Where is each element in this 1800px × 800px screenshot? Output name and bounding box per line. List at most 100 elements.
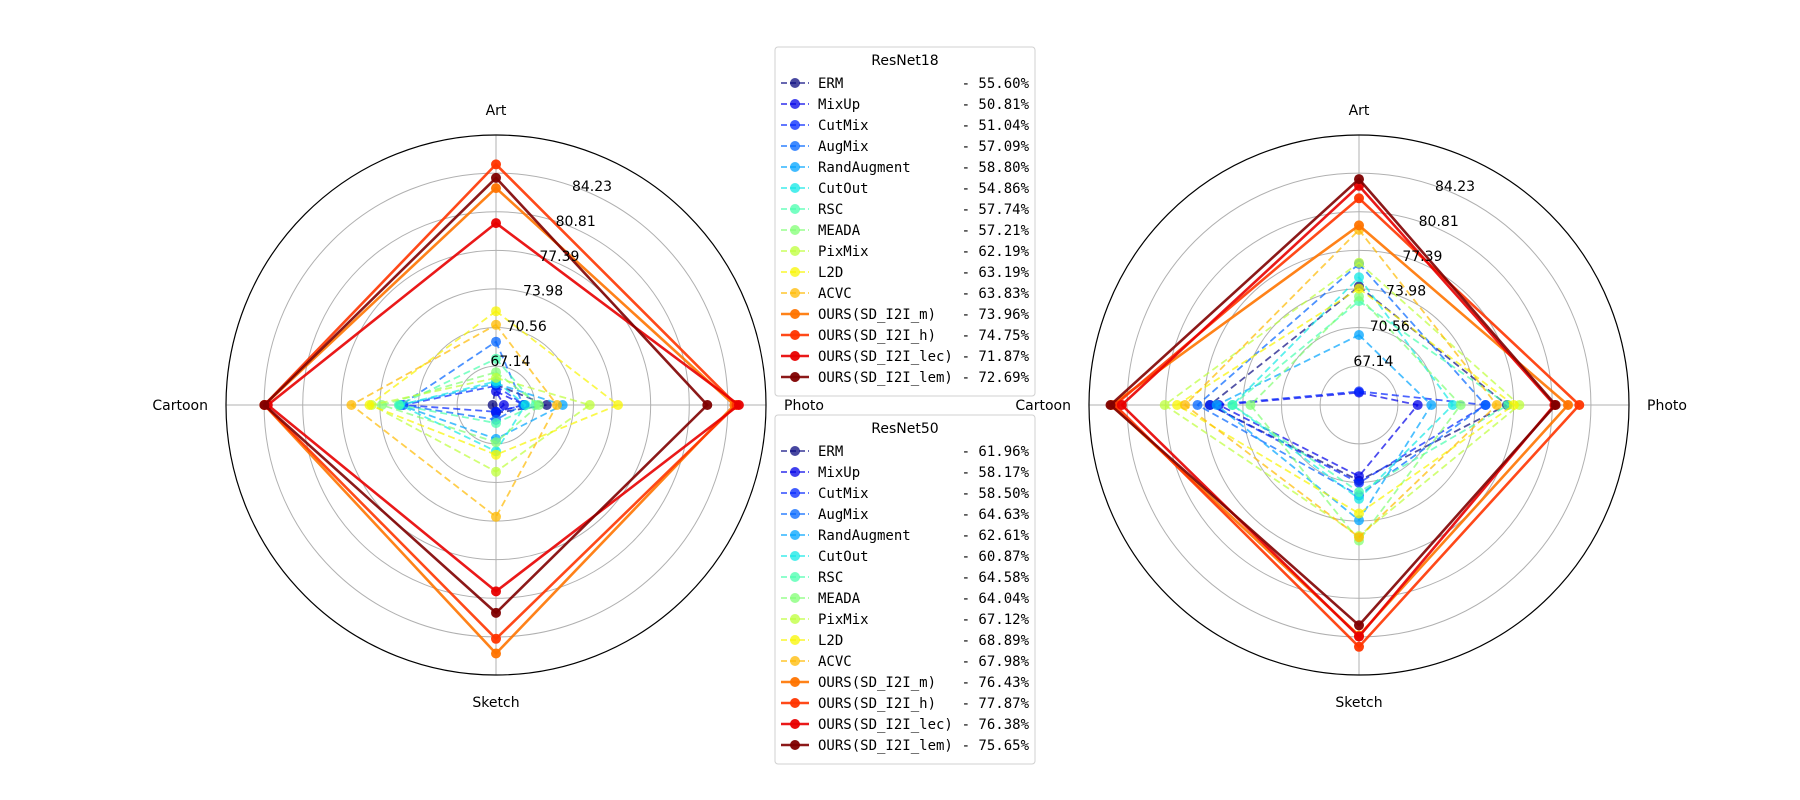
legend-entry-name: OURS(SD_I2I_lem) [818, 370, 953, 386]
series-point-randaugment-cartoon [1211, 400, 1222, 410]
series-point-rsc-art [491, 353, 501, 364]
legend-entry-name: OURS(SD_I2I_m) [818, 307, 936, 323]
legend-entry-name: ACVC [818, 286, 852, 302]
radial-tick-label: 70.56 [507, 319, 547, 335]
series-line-meada [1249, 295, 1462, 542]
legend-entry-value: - 62.19% [962, 244, 1030, 260]
series-line-l2d [1176, 287, 1515, 515]
series-point-ours-sd-i2i-lec-sketch [491, 586, 501, 597]
legend-entry-value: - 57.74% [962, 202, 1030, 218]
legend-entry-value: - 76.38% [962, 717, 1030, 733]
legend-entry-value: - 77.87% [962, 696, 1030, 712]
series-point-l2d-cartoon [364, 400, 375, 410]
series-line-cutmix [402, 384, 526, 413]
series-point-ours-sd-i2i-lem-photo [1550, 400, 1561, 410]
series-point-rsc-cartoon [1227, 400, 1238, 410]
axis-label-sketch: Sketch [472, 695, 519, 711]
legend-swatch-marker [790, 99, 800, 109]
legend-entry-name: L2D [818, 633, 843, 649]
radial-tick-label: 77.39 [539, 249, 579, 265]
radial-tick-label: 67.14 [1353, 354, 1393, 370]
axis-label-photo: Photo [1647, 398, 1687, 414]
series-point-ours-sd-i2i-h-art [1354, 193, 1364, 204]
series-line-pixmix [370, 376, 591, 473]
legend-box [774, 414, 1036, 765]
legend-swatch-marker [790, 698, 800, 708]
radar-chart-resnet18: 67.14 70.56 73.98 77.39 80.81 84.23 Art Photo Sk… [152, 103, 824, 711]
series-point-ours-sd-i2i-lem-cartoon [259, 400, 270, 410]
series-point-pixmix-art [491, 372, 501, 383]
outer-spine [225, 134, 767, 676]
legend-entry-value: - 64.63% [962, 507, 1030, 523]
series-point-ours-sd-i2i-lem-photo [702, 400, 713, 410]
legend-entry-value: - 62.61% [962, 528, 1030, 544]
axis-label-art: Art [486, 103, 507, 119]
legend-entry-name: OURS(SD_I2I_lem) [818, 738, 953, 754]
legend-swatch-marker [790, 288, 800, 298]
legend-entry-name: ACVC [818, 654, 852, 670]
series-point-randaugment-art [1354, 330, 1364, 340]
legend-entry-name: OURS(SD_I2I_lec) [818, 349, 953, 365]
legend-swatch-marker [790, 656, 800, 666]
series-point-rsc-sketch [491, 418, 501, 429]
series-point-ours-sd-i2i-lec-sketch [1354, 631, 1364, 642]
series-point-meada-art [1354, 291, 1364, 302]
legend-swatch-marker [790, 740, 800, 750]
legend-swatch-marker [790, 204, 800, 214]
outer-spine [1088, 134, 1630, 676]
legend-entry-name: RSC [818, 202, 843, 218]
legend-swatch-marker [790, 141, 800, 151]
series-point-pixmix-photo [584, 400, 595, 410]
series-point-meada-sketch [491, 437, 501, 448]
series-point-pixmix-cartoon [1159, 400, 1170, 410]
axis-label-sketch: Sketch [1335, 695, 1382, 711]
series-point-randaugment-photo [1426, 400, 1437, 410]
legend-entry-value: - 58.17% [962, 465, 1030, 481]
legend-entry-name: AugMix [818, 507, 869, 523]
series-point-augmix-photo [1480, 400, 1491, 410]
series-point-cutmix-sketch [1354, 477, 1364, 488]
series-point-erm-photo [541, 400, 552, 410]
series-point-pixmix-art [1354, 257, 1364, 268]
legend-entry-name: OURS(SD_I2I_m) [818, 675, 936, 691]
axis-label-photo: Photo [784, 398, 824, 414]
series-point-acvc-sketch [1354, 532, 1364, 543]
series-point-pixmix-sketch [491, 466, 501, 477]
legend-swatch-marker [790, 509, 800, 519]
series-point-meada-photo [1455, 400, 1466, 410]
series-line-ours-sd-i2i-m [1110, 224, 1570, 637]
axis-label-cartoon: Cartoon [152, 398, 208, 414]
series-point-ours-sd-i2i-m-sketch [491, 648, 501, 659]
legend-entry-value: - 58.80% [962, 160, 1030, 176]
legend-entry-name: CutMix [818, 118, 869, 134]
series-point-ours-sd-i2i-lec-art [491, 218, 501, 229]
series-point-augmix-cartoon [1192, 400, 1203, 410]
series-point-ours-sd-i2i-lem-sketch [1354, 620, 1364, 631]
legend-swatch-marker [790, 677, 800, 687]
legend-entry-value: - 61.96% [962, 444, 1030, 460]
legend-entry-value: - 76.43% [962, 675, 1030, 691]
series-point-rsc-sketch [1354, 487, 1364, 497]
legend-entry-value: - 71.87% [962, 349, 1030, 365]
series-point-ours-sd-i2i-h-sketch [1354, 641, 1364, 652]
radial-tick-label: 80.81 [1419, 214, 1459, 230]
legend-entry-name: AugMix [818, 139, 869, 155]
legend-entry-value: - 72.69% [962, 370, 1030, 386]
legend-entry-value: - 54.86% [962, 181, 1030, 197]
legend-entry-name: CutMix [818, 486, 869, 502]
legend-entry-value: - 64.04% [962, 591, 1030, 607]
legend-entry-value: - 58.50% [962, 486, 1030, 502]
legend-swatch-marker [790, 446, 800, 456]
series-point-ours-sd-i2i-h-art [491, 159, 501, 170]
axis-label-art: Art [1349, 103, 1370, 119]
legend-swatch-marker [790, 488, 800, 498]
series-line-ours-sd-i2i-lem [263, 176, 709, 615]
series-point-mixup-cartoon [498, 400, 509, 410]
series-line-l2d [368, 310, 619, 456]
legend-swatch-marker [790, 267, 800, 277]
legend-swatch-marker [790, 593, 800, 603]
radial-tick-label: 70.56 [1370, 319, 1410, 335]
legend-entry-value: - 55.60% [962, 76, 1030, 92]
legend-swatch-marker [790, 246, 800, 256]
